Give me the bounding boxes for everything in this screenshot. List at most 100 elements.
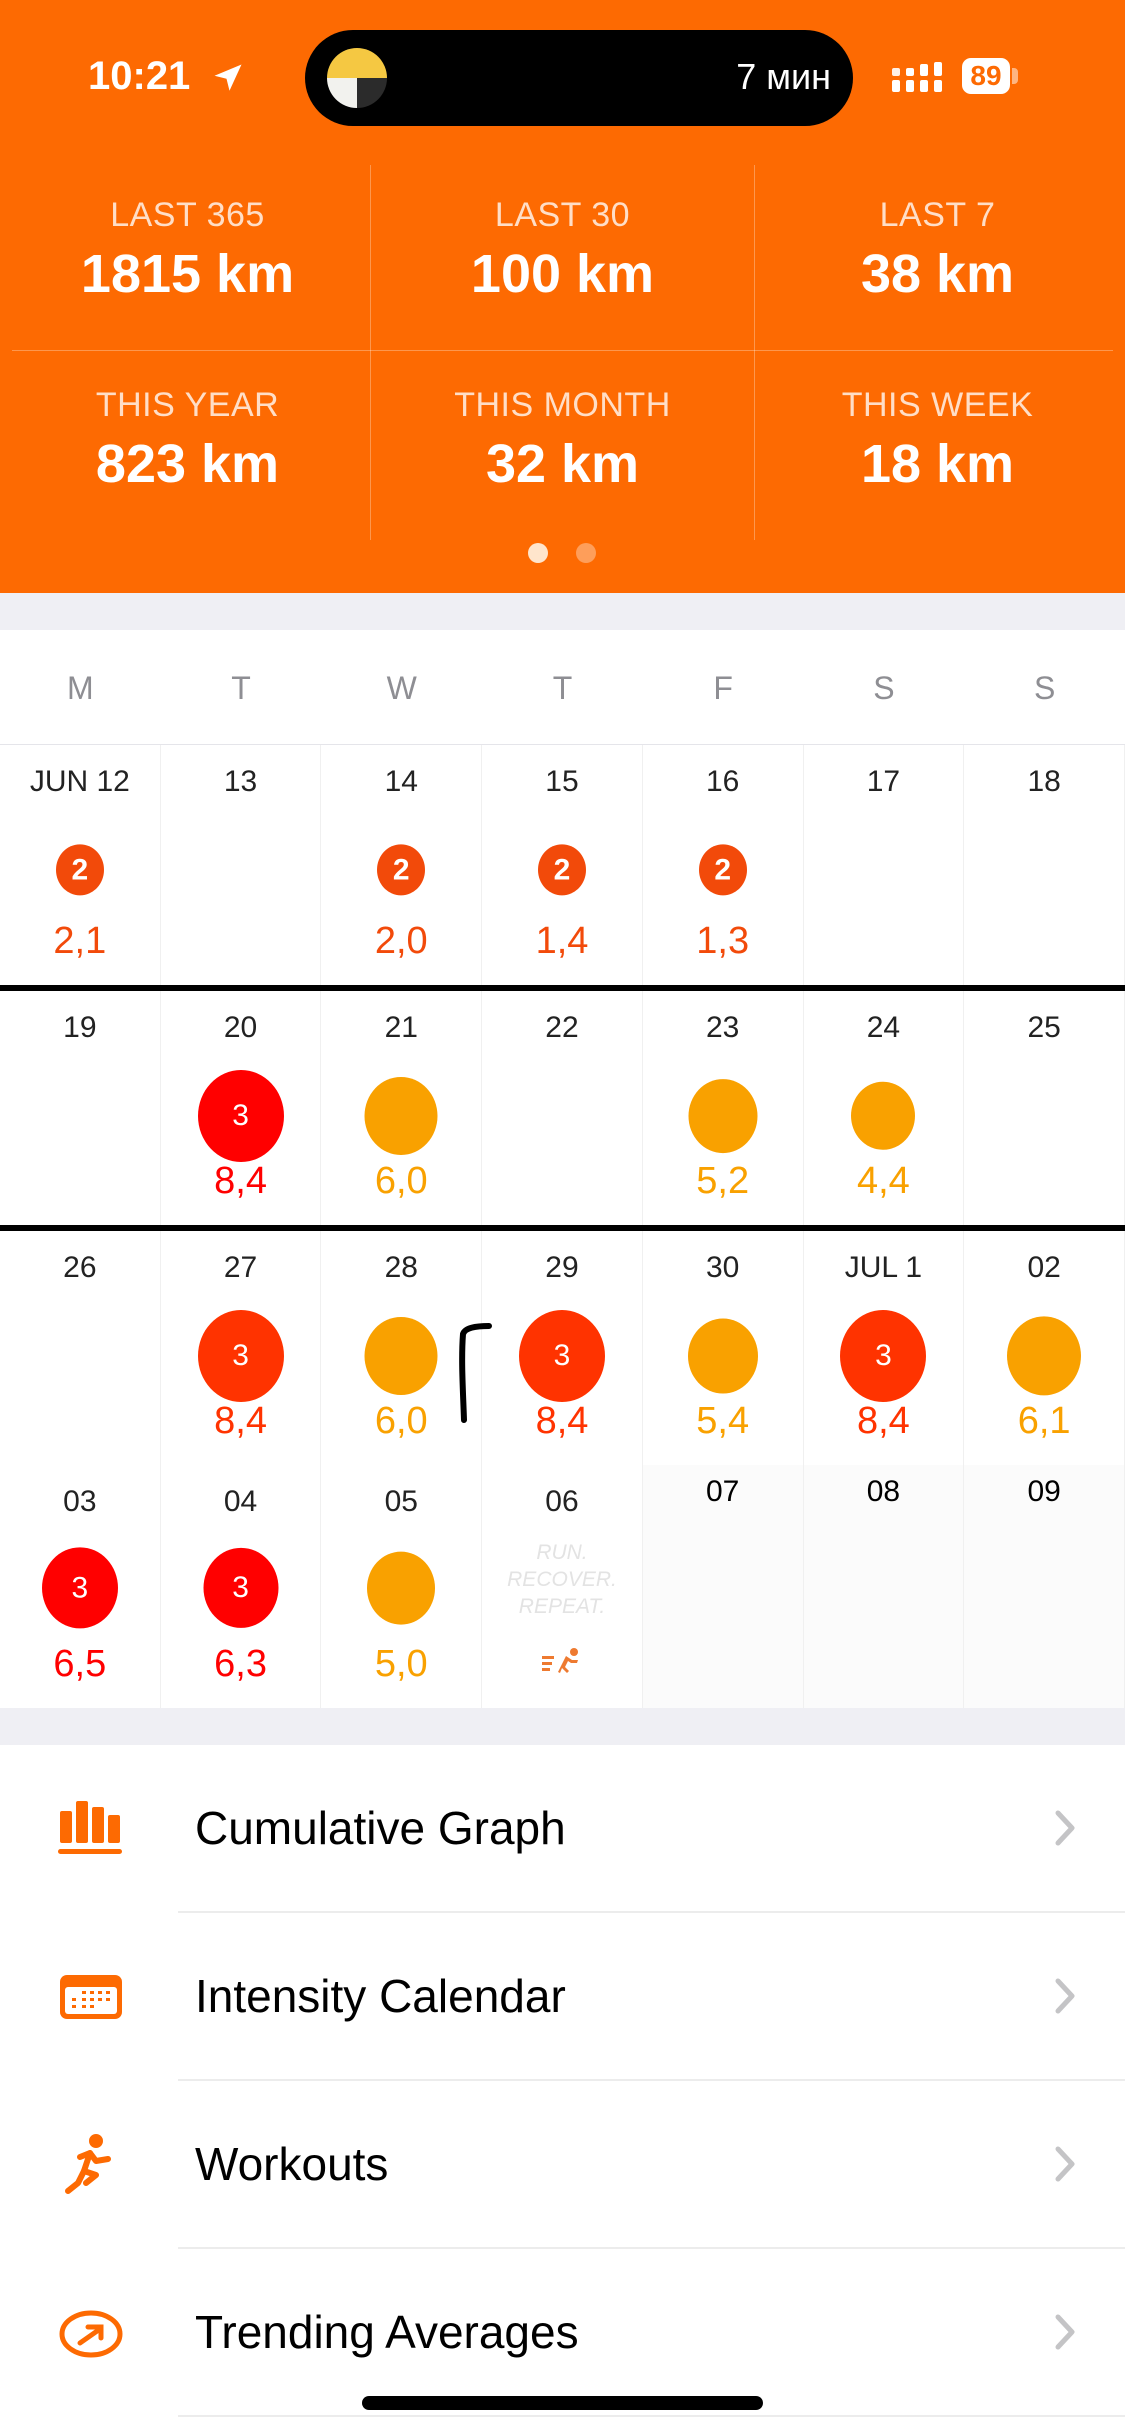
calendar-day[interactable]: 05 5,0 (321, 1465, 483, 1708)
day-date: 17 (866, 765, 901, 798)
calendar-day[interactable]: 28 6,0 (321, 1231, 483, 1465)
signal-icon (892, 62, 942, 92)
app-activity-icon (327, 48, 387, 108)
calendar-week: JUN 12 2 2,1 13 14 2 2,0 15 2 1,4 16 2 1,3 17 18 (0, 745, 1125, 985)
calendar-day[interactable]: 16 2 1,3 (643, 745, 804, 985)
day-distance: 8,4 (535, 1400, 589, 1442)
island-text: 7 мин (736, 56, 831, 97)
menu-item-cumulative-graph[interactable]: Cumulative Graph (0, 1745, 1125, 1913)
menu-list: Cumulative Graph Intensity Calendar Workou… (0, 1745, 1125, 2436)
day-date: 06 (545, 1485, 579, 1518)
menu-item-workouts[interactable]: Workouts (0, 2081, 1125, 2249)
run-dot (364, 1076, 438, 1156)
calendar-day[interactable]: 18 (964, 745, 1125, 985)
menu-item-intensity-calendar[interactable]: Intensity Calendar (0, 1913, 1125, 2081)
intensity-badge: 3 (41, 1547, 118, 1629)
stat-label: LAST 30 (494, 196, 631, 234)
calendar-day[interactable]: 15 2 1,4 (482, 745, 643, 985)
calendar-day[interactable]: 20 3 8,4 (161, 991, 322, 1225)
calendar-day[interactable]: JUN 12 2 2,1 (0, 745, 161, 985)
day-distance: 6,0 (374, 1160, 428, 1202)
calendar-day[interactable]: 09 (964, 1465, 1125, 1708)
weekday-label: S (1033, 670, 1056, 706)
calendar-day[interactable]: 21 6,0 (321, 991, 483, 1225)
chevron-right-icon (1055, 2146, 1075, 2182)
calendar-day[interactable]: 24 4,4 (804, 991, 965, 1225)
week-separator (0, 1225, 1125, 1231)
calendar-day[interactable]: 23 5,2 (643, 991, 804, 1225)
stat-value: 18 km (860, 434, 1015, 494)
dynamic-island[interactable]: 7 мин (305, 30, 853, 126)
weekday-label: T (231, 670, 251, 706)
day-date: 16 (706, 765, 740, 798)
day-distance: 1,3 (696, 920, 750, 962)
page-dot-active[interactable] (528, 543, 548, 563)
calendar-day[interactable]: 26 (0, 1231, 161, 1465)
day-date: 27 (223, 1251, 258, 1284)
badge-number: 2 (392, 852, 410, 886)
menu-item-trending-averages[interactable]: Trending Averages (0, 2249, 1125, 2417)
badge-number: 3 (232, 1098, 249, 1132)
calendar-day[interactable]: 19 (0, 991, 161, 1225)
calendar-day[interactable]: 14 2 2,0 (321, 745, 483, 985)
stat-this-year[interactable]: THIS YEAR 823 km (0, 386, 375, 495)
day-date: 02 (1027, 1251, 1061, 1284)
calendar-day[interactable]: 29 3 8,4 (482, 1231, 643, 1465)
stat-label: THIS WEEK (841, 386, 1034, 424)
divider (178, 1911, 1125, 1913)
day-distance: 6,1 (1017, 1400, 1071, 1442)
calendar-week: 19 20 3 8,4 21 6,0 22 23 5,2 24 4,4 25 (0, 991, 1125, 1225)
day-distance: 5,0 (374, 1643, 428, 1685)
runner-icon (542, 1648, 582, 1679)
week-separator (0, 985, 1125, 991)
day-date: 09 (1027, 1475, 1061, 1508)
badge-number: 2 (714, 852, 732, 886)
divider (178, 2079, 1125, 2081)
battery-icon: 89 (962, 58, 1010, 94)
day-distance: 2,0 (374, 920, 428, 962)
home-indicator[interactable] (362, 2396, 763, 2410)
calendar-day[interactable]: 30 5,4 (643, 1231, 804, 1465)
calendar-day[interactable]: 04 3 6,3 (161, 1465, 322, 1708)
stat-value: 100 km (470, 244, 655, 304)
stat-last-365[interactable]: LAST 365 1815 km (0, 196, 375, 305)
day-date: 05 (384, 1485, 418, 1518)
status-time: 10:21 (88, 54, 191, 98)
running-icon (58, 2133, 124, 2199)
stat-this-month[interactable]: THIS MONTH 32 km (375, 386, 750, 495)
calendar-day[interactable]: 07 (642, 1465, 804, 1708)
handwritten-mark (459, 1323, 492, 1423)
calendar-day[interactable]: 03 3 6,5 (0, 1465, 161, 1708)
intensity-badge: 3 (518, 1309, 605, 1403)
stat-last-30[interactable]: LAST 30 100 km (375, 196, 750, 305)
stat-value: 1815 km (80, 244, 295, 304)
run-dot (688, 1079, 758, 1153)
badge-number: 3 (232, 1571, 249, 1604)
day-distance: 8,4 (214, 1160, 267, 1202)
calendar-icon (58, 1965, 124, 2031)
day-date: 03 (63, 1485, 97, 1518)
stat-this-week[interactable]: THIS WEEK 18 km (750, 386, 1125, 495)
page-dot[interactable] (576, 543, 596, 563)
calendar-day[interactable]: 08 (803, 1465, 965, 1708)
calendar-day[interactable]: 02 6,1 (964, 1231, 1125, 1465)
day-date: 28 (384, 1251, 418, 1284)
calendar-day[interactable]: 06 RUN. RECOVER. REPEAT. (482, 1465, 643, 1708)
weekday-label: T (552, 670, 573, 706)
calendar-day[interactable]: 17 (804, 745, 965, 985)
intensity-badge: 2 (537, 844, 586, 896)
day-date: 14 (384, 765, 418, 798)
badge-number: 3 (875, 1338, 892, 1372)
calendar-day[interactable]: 13 (161, 745, 322, 985)
calendar-day[interactable]: 22 (482, 991, 643, 1225)
weekday-label: M (67, 670, 94, 706)
calendar-day[interactable]: 25 (964, 991, 1125, 1225)
stat-last-7[interactable]: LAST 7 38 km (750, 196, 1125, 305)
day-date: JUL 1 (844, 1251, 923, 1284)
divider (370, 165, 371, 540)
day-date: 18 (1027, 765, 1061, 798)
calendar-day[interactable]: 27 3 8,4 (161, 1231, 322, 1465)
calendar-day[interactable]: JUL 1 3 8,4 (804, 1231, 965, 1465)
battery-tip (1012, 68, 1018, 84)
